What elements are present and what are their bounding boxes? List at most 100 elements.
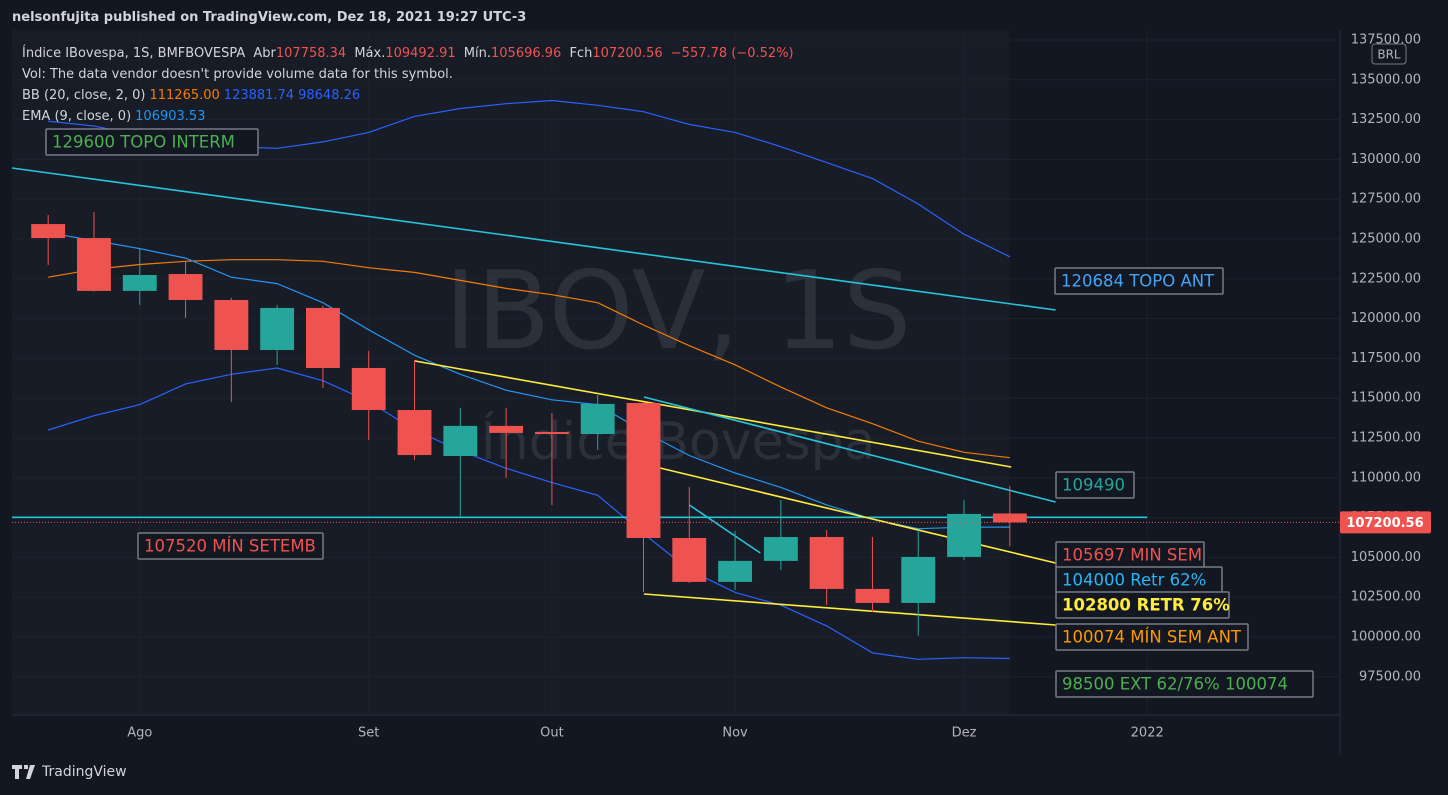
- plot-layer: [12, 99, 1340, 660]
- brand: TradingView: [12, 764, 127, 780]
- candle-body: [397, 409, 432, 456]
- indicator-value: 98648.26: [298, 88, 361, 103]
- candle-body: [77, 238, 111, 291]
- annotation-box: [1055, 471, 1135, 499]
- currency-box: [1371, 43, 1407, 65]
- candle-body: [947, 513, 981, 557]
- y-tick-label: 100000.00: [1351, 629, 1421, 644]
- low-label: Mín.: [463, 46, 491, 61]
- indicator-row: BB (20, close, 2, 0) 111265.00 123881.74 98…: [22, 85, 798, 106]
- y-tick-label: 127500.00: [1351, 192, 1421, 207]
- volume-note: Vol: The data vendor doesn't provide vol…: [22, 67, 453, 82]
- y-tick-label: 102500.00: [1351, 590, 1421, 605]
- y-tick-label: 115000.00: [1351, 391, 1421, 406]
- y-tick-label: 132500.00: [1351, 112, 1421, 127]
- candle-body: [31, 224, 66, 239]
- candle-body: [718, 560, 753, 582]
- annotation-box: [1055, 623, 1249, 651]
- indicator-name: BB (20, close, 2, 0): [22, 88, 146, 103]
- annotation-text: 105697 MIN SEM: [1062, 546, 1202, 565]
- annotation-text: 109490: [1062, 476, 1125, 495]
- indicator-line: [48, 232, 1010, 530]
- low-value: 105696.96: [491, 46, 562, 61]
- candle-body: [809, 537, 844, 589]
- x-tick-label: Ago: [127, 726, 152, 741]
- y-tick-label: 110000.00: [1351, 470, 1421, 485]
- y-tick-label: 125000.00: [1351, 232, 1421, 247]
- candle-body: [351, 367, 386, 410]
- y-tick-label: 105000.00: [1351, 550, 1421, 565]
- candle-body: [626, 402, 661, 538]
- candle-body: [580, 403, 615, 435]
- y-tick-label: 97500.00: [1359, 669, 1421, 684]
- legend-symbol-row: Índice IBovespa, 1S, BMFBOVESPA Abr10775…: [22, 43, 798, 64]
- published-note: nelsonfujita published on TradingView.co…: [12, 10, 527, 25]
- overlay-layer: 129600 TOPO INTERM 107520 MÍN SETEMB 12068…: [45, 128, 1314, 698]
- candle-body: [168, 274, 203, 300]
- trend-line: [643, 396, 1056, 503]
- candle-body: [901, 556, 936, 603]
- candle-body: [122, 274, 157, 291]
- trend-line: [643, 593, 1056, 626]
- annotation-text: 102800 RETR 76%: [1062, 596, 1230, 615]
- annotation-text: 98500 EXT 62/76% 100074: [1062, 675, 1288, 694]
- indicator-line: [48, 259, 1010, 459]
- open-value: 107758.34: [275, 46, 347, 61]
- x-tick-label: Dez: [952, 726, 977, 741]
- close-value: 107200.56: [592, 46, 663, 61]
- candle-body: [489, 425, 524, 433]
- candle-body: [443, 425, 478, 456]
- watermark-title: IBOV, 1S: [445, 249, 912, 374]
- currency-label: BRL: [1377, 48, 1401, 62]
- annotation-box: [1055, 670, 1314, 698]
- close-label: Fch: [569, 46, 593, 61]
- y-tick-label: 137500.00: [1351, 33, 1421, 48]
- last-price-label: 107200.56: [1346, 516, 1423, 531]
- x-tick-label: Out: [540, 726, 564, 741]
- candle-body: [672, 537, 707, 582]
- x-tick-label: Nov: [722, 726, 748, 741]
- candle-body: [855, 588, 890, 603]
- annotation-text: 100074 MÍN SEM ANT: [1062, 628, 1242, 647]
- candle-body: [534, 431, 569, 435]
- annotation-text: 129600 TOPO INTERM: [52, 133, 235, 152]
- brand-logo: [12, 765, 35, 779]
- y-tick-label: 120000.00: [1351, 311, 1421, 326]
- high-label: Máx.: [354, 46, 386, 61]
- annotation-box: [137, 532, 324, 560]
- y-tick-label: 122500.00: [1351, 271, 1421, 286]
- annotation-text: 120684 TOPO ANT: [1061, 272, 1215, 291]
- y-tick-label: 130000.00: [1351, 152, 1421, 167]
- brand-name: TradingView: [42, 764, 127, 780]
- watermark-subtitle: Índice Bovespa: [480, 411, 875, 472]
- trend-line: [659, 467, 1056, 564]
- candle-body: [763, 537, 798, 561]
- annotation-text: 104000 Retr 62%: [1062, 571, 1206, 590]
- y-tick-label: 112500.00: [1351, 431, 1421, 446]
- candle-body: [305, 307, 340, 368]
- annotation-text: 107520 MÍN SETEMB: [144, 537, 316, 556]
- indicator-name: EMA (9, close, 0): [22, 109, 132, 124]
- x-tick-label: 2022: [1131, 726, 1164, 741]
- high-value: 109492.91: [385, 46, 456, 61]
- candle-body: [260, 307, 295, 350]
- annotation-box: [45, 128, 259, 156]
- open-label: Abr: [253, 46, 276, 61]
- trend-line: [12, 167, 1056, 311]
- change-value: −557.78 (−0.52%): [670, 46, 794, 61]
- annotation-box: [1055, 591, 1230, 619]
- x-tick-label: Set: [358, 726, 379, 741]
- indicator-row: EMA (9, close, 0) 106903.53: [22, 106, 798, 127]
- symbol: Índice IBovespa, 1S, BMFBOVESPA: [22, 46, 246, 61]
- trend-line: [688, 504, 761, 554]
- last-price-box: [1340, 511, 1431, 534]
- candle-body: [992, 513, 1027, 523]
- annotation-box: [1054, 267, 1224, 295]
- indicator-value: 111265.00: [149, 88, 220, 103]
- indicator-value: 123881.74: [223, 88, 295, 103]
- y-tick-label: 117500.00: [1351, 351, 1421, 366]
- candle-body: [214, 299, 249, 350]
- indicator-value: 106903.53: [135, 109, 206, 124]
